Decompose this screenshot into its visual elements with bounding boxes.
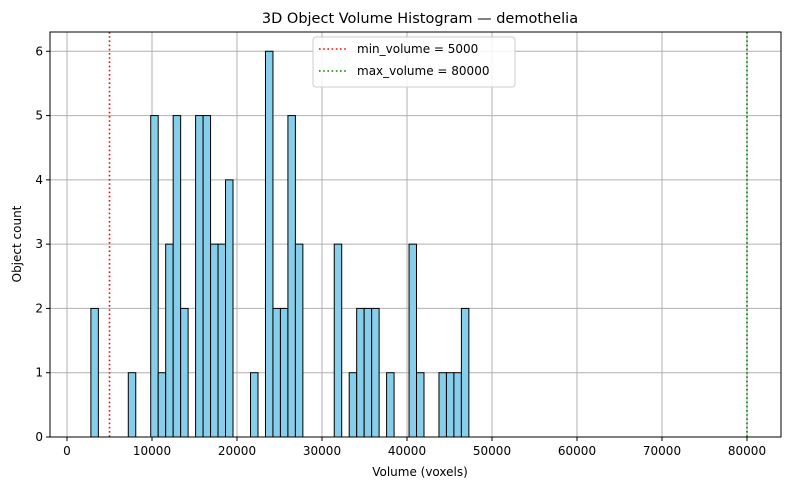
histogram-bar [348,372,358,438]
x-axis-ticks: 0 10000 20000 30000 40000 50000 60000 70000 8000… [63,437,766,458]
legend: min_volume = 5000 max_volume = 80000 [312,36,516,88]
histogram-bar [195,115,204,438]
histogram-bar [172,115,182,438]
x-axis-label: Volume (voxels) [372,465,468,479]
y-tick-label: 3 [35,237,43,251]
histogram-bar [180,307,189,438]
histogram-bar [460,307,470,438]
histogram-bar [225,179,234,438]
legend-entry-label: max_volume = 80000 [357,64,489,78]
y-tick-label: 6 [35,44,43,58]
histogram-bar [165,243,174,438]
histogram-bar [408,243,418,438]
histogram-bar [333,243,343,438]
histogram-bar [150,115,159,438]
histogram-bar [287,115,296,438]
histogram-bar [371,307,380,438]
legend-entry-label: min_volume = 5000 [357,42,478,56]
y-tick-label: 0 [35,430,43,444]
histogram-bar [453,372,462,438]
histogram-bar [217,243,227,438]
histogram-bar [157,372,167,438]
histogram-bar [90,307,99,438]
histogram-bar [127,372,137,438]
histogram-bar [386,372,395,438]
histogram-bar [356,307,365,438]
y-tick-label: 5 [35,109,43,123]
histogram-bar [210,243,219,438]
histogram-bar [264,50,274,438]
x-tick-label: 30000 [303,444,341,458]
x-tick-label: 0 [63,444,71,458]
x-tick-label: 10000 [133,444,171,458]
plot-frame [49,31,782,438]
x-tick-label: 50000 [473,444,511,458]
y-tick-label: 4 [35,173,43,187]
histogram-bar [445,372,455,438]
chart-title: 3D Object Volume Histogram — demothelia [262,11,578,27]
histogram-bar [294,243,304,438]
x-tick-label: 70000 [643,444,681,458]
y-tick-label: 1 [35,366,43,380]
x-tick-label: 40000 [388,444,426,458]
x-tick-label: 60000 [558,444,596,458]
histogram-bar [250,372,259,438]
histogram-bar [416,372,425,438]
y-axis-label: Object count [10,205,24,282]
x-tick-label: 20000 [218,444,256,458]
histogram-bar [202,115,212,438]
histogram-bars [90,50,470,438]
x-tick-label: 80000 [728,444,766,458]
y-axis-ticks: 0 1 2 3 4 5 6 [35,44,50,444]
reference-lines [108,32,748,437]
histogram-bar [363,307,373,438]
legend-box [312,36,516,88]
histogram-bar [272,307,281,438]
histogram-bar [279,307,289,438]
histogram-bar [438,372,447,438]
y-tick-label: 2 [35,301,43,315]
